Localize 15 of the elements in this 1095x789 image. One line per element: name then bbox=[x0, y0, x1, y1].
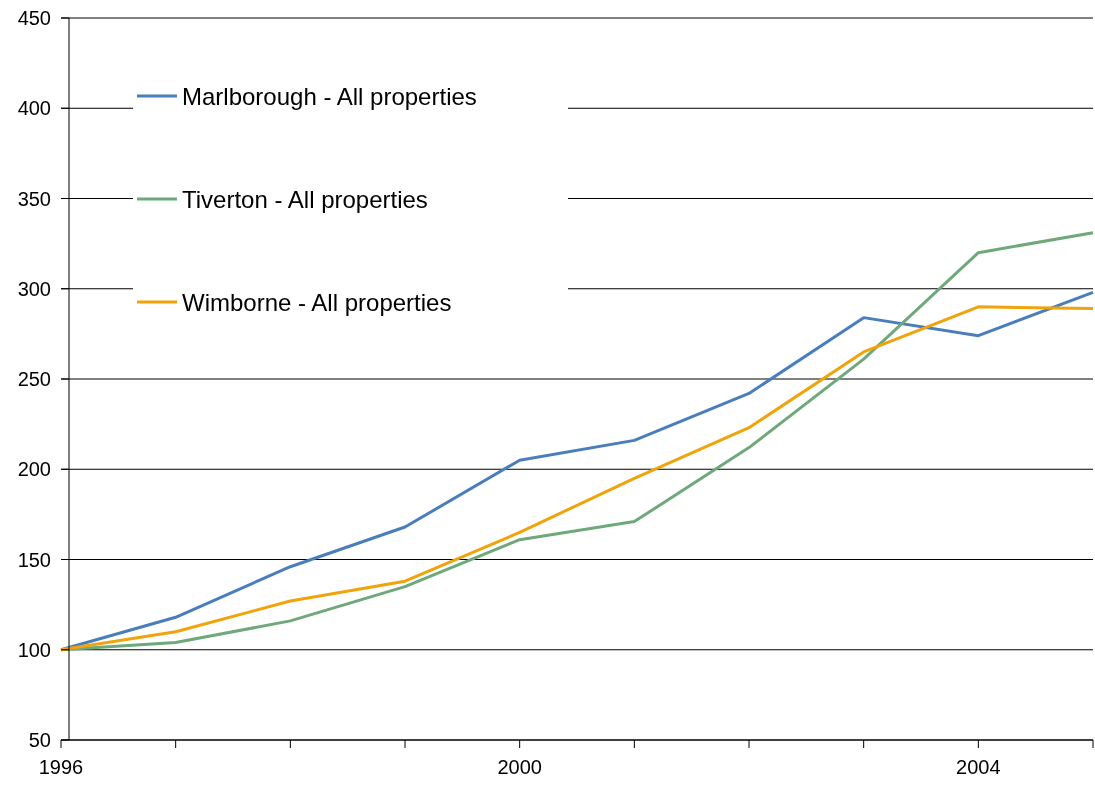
legend-label: Marlborough - All properties bbox=[182, 83, 477, 110]
y-tick-label: 450 bbox=[17, 7, 51, 29]
x-tick-label: 2004 bbox=[956, 756, 1001, 778]
y-tick-label: 300 bbox=[17, 277, 51, 300]
y-tick-label: 350 bbox=[17, 187, 51, 210]
x-tick-label: 1996 bbox=[38, 756, 84, 778]
y-tick-label: 400 bbox=[17, 97, 51, 120]
y-tick-label: 200 bbox=[17, 458, 51, 481]
x-tick-label: 2000 bbox=[497, 756, 542, 778]
y-tick-label: 250 bbox=[17, 368, 51, 390]
legend-label: Tiverton - All properties bbox=[182, 186, 428, 213]
y-tick-label: 100 bbox=[17, 638, 51, 661]
y-tick-label: 150 bbox=[17, 548, 51, 571]
legend-label: Wimborne - All properties bbox=[182, 289, 452, 316]
y-tick-label: 50 bbox=[28, 729, 51, 751]
